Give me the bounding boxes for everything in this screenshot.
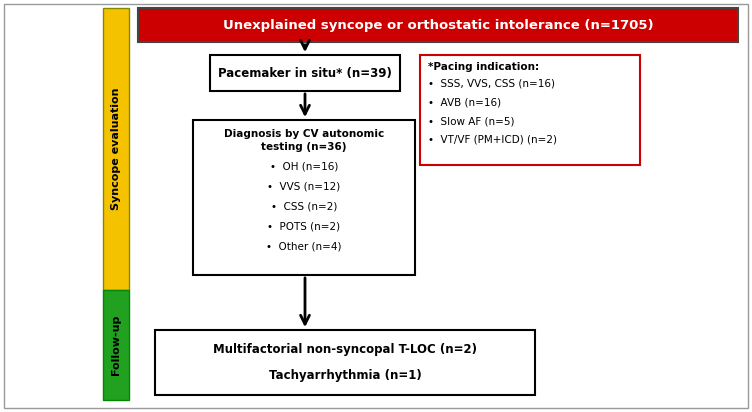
Bar bbox=[103, 8, 129, 290]
Bar bbox=[420, 55, 640, 165]
Bar bbox=[155, 330, 535, 395]
Text: Tachyarrhythmia (n=1): Tachyarrhythmia (n=1) bbox=[268, 368, 421, 382]
Text: testing (n=36): testing (n=36) bbox=[261, 142, 347, 152]
Text: •  VT/VF (PM+ICD) (n=2): • VT/VF (PM+ICD) (n=2) bbox=[428, 135, 557, 145]
Text: •  Slow AF (n=5): • Slow AF (n=5) bbox=[428, 116, 514, 126]
Bar bbox=[210, 55, 400, 91]
Text: •  AVB (n=16): • AVB (n=16) bbox=[428, 97, 501, 107]
Text: Unexplained syncope or orthostatic intolerance (n=1705): Unexplained syncope or orthostatic intol… bbox=[223, 19, 653, 31]
Text: •  CSS (n=2): • CSS (n=2) bbox=[271, 201, 337, 211]
Text: •  SSS, VVS, CSS (n=16): • SSS, VVS, CSS (n=16) bbox=[428, 78, 555, 88]
Bar bbox=[193, 120, 415, 275]
Text: Syncope evaluation: Syncope evaluation bbox=[111, 88, 121, 210]
Text: •  OH (n=16): • OH (n=16) bbox=[270, 161, 338, 171]
Text: Multifactorial non-syncopal T-LOC (n=2): Multifactorial non-syncopal T-LOC (n=2) bbox=[213, 344, 477, 356]
Text: Follow-up: Follow-up bbox=[111, 315, 121, 375]
Text: Pacemaker in situ* (n=39): Pacemaker in situ* (n=39) bbox=[218, 66, 392, 80]
Bar bbox=[103, 290, 129, 400]
Text: Diagnosis by CV autonomic: Diagnosis by CV autonomic bbox=[224, 129, 384, 139]
Text: *Pacing indication:: *Pacing indication: bbox=[428, 62, 539, 72]
Text: •  VVS (n=12): • VVS (n=12) bbox=[268, 181, 341, 191]
Bar bbox=[138, 8, 738, 42]
Text: •  POTS (n=2): • POTS (n=2) bbox=[268, 221, 341, 231]
Text: •  Other (n=4): • Other (n=4) bbox=[266, 241, 341, 251]
